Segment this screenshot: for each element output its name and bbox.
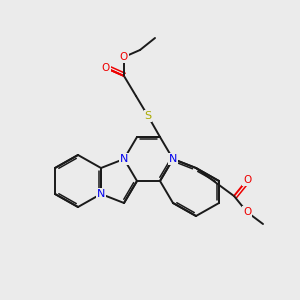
Text: N: N	[169, 154, 177, 164]
Text: S: S	[144, 111, 152, 121]
Text: N: N	[97, 189, 105, 199]
Text: O: O	[102, 63, 110, 73]
Text: O: O	[120, 52, 128, 62]
Text: N: N	[120, 154, 128, 164]
Text: O: O	[243, 175, 251, 185]
Text: O: O	[243, 207, 251, 217]
